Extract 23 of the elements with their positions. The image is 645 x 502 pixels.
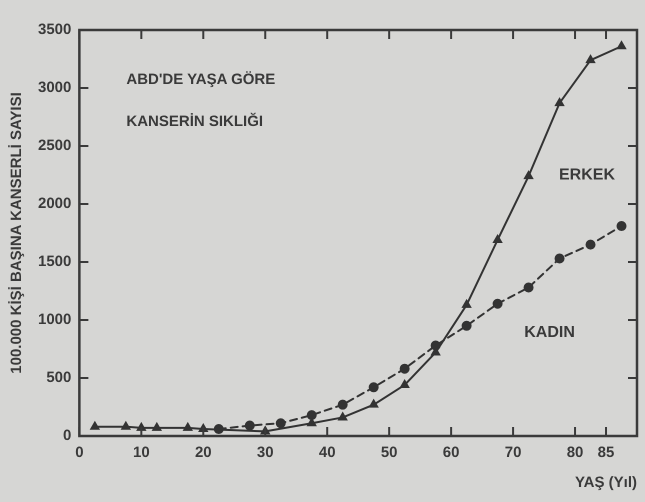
chart-title: ABD'DE YAŞA GÖRE KANSERİN SIKLIĞI bbox=[126, 71, 276, 130]
y-tick-label: 3500 bbox=[38, 21, 72, 38]
series-label: ERKEK bbox=[558, 166, 616, 184]
x-tick-label: 20 bbox=[194, 444, 212, 462]
x-axis-title: YAŞ (Yıl) bbox=[575, 474, 637, 492]
x-tick-label: 10 bbox=[132, 444, 150, 462]
y-axis-title: 100.000 KİŞİ BAŞINA KANSERLİ SAYISI bbox=[8, 92, 26, 374]
x-tick-label: 50 bbox=[380, 444, 398, 462]
y-tick-label: 3000 bbox=[38, 79, 72, 96]
x-tick-label: 70 bbox=[504, 444, 522, 462]
x-tick-label: 30 bbox=[256, 444, 274, 462]
y-tick-label: 1500 bbox=[38, 253, 72, 270]
series-label: KADIN bbox=[524, 324, 575, 341]
x-tick-label: 80 bbox=[566, 444, 584, 462]
y-tick-label: 2000 bbox=[38, 195, 72, 212]
x-tick-label: 40 bbox=[318, 444, 336, 462]
y-tick-label: 2500 bbox=[38, 137, 72, 154]
x-tick-label: 0 bbox=[75, 444, 84, 462]
x-tick-label: 85 bbox=[598, 444, 614, 462]
y-tick-label: 500 bbox=[46, 369, 72, 386]
y-tick-label: 1000 bbox=[38, 311, 72, 328]
y-tick-label: 0 bbox=[63, 427, 72, 444]
x-tick-label: 60 bbox=[442, 444, 460, 462]
